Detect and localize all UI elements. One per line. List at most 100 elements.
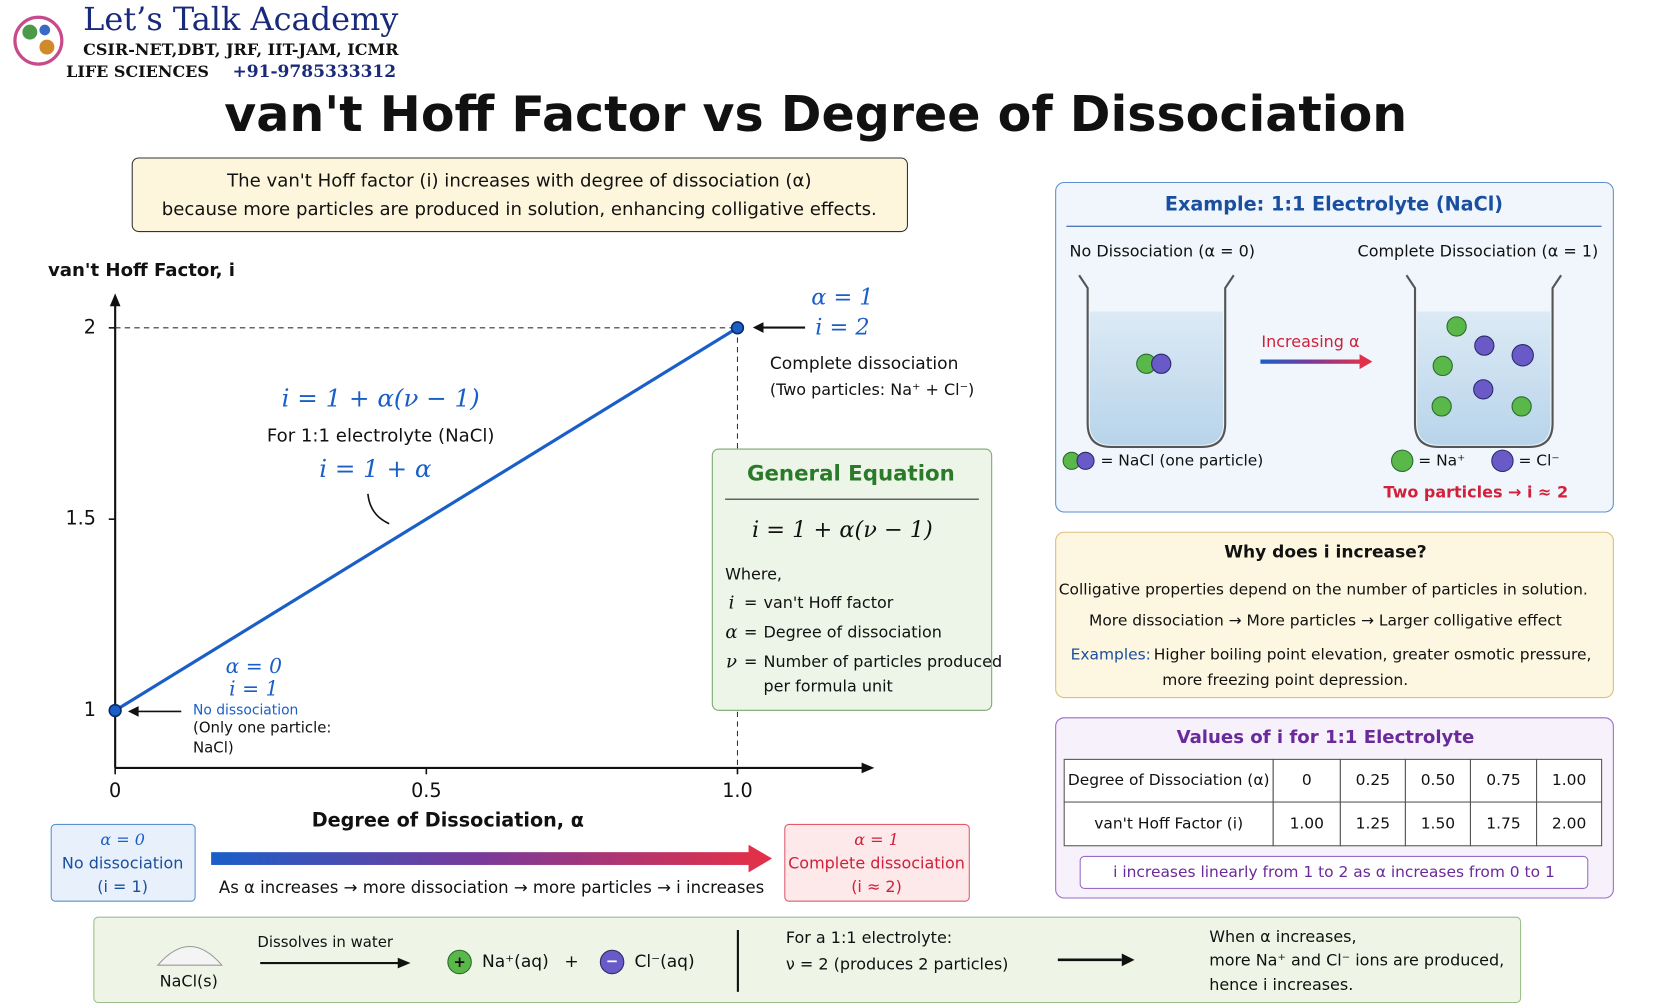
- legend-text: = Na⁺: [1418, 451, 1465, 469]
- table-text: 1.25: [1356, 814, 1390, 832]
- intro-text: The van't Hoff factor (i) increases with…: [226, 170, 811, 191]
- cl-ion: [599, 949, 625, 975]
- why-text: More dissociation → More particles → Lar…: [1089, 611, 1562, 629]
- definition-symbol: α: [725, 622, 737, 643]
- table-cell: [1536, 758, 1603, 803]
- data-line: [114, 326, 739, 712]
- beaker: [1078, 274, 1235, 449]
- intro-text: because more particles are produced in s…: [162, 199, 877, 220]
- table-text: Degree of Dissociation (α): [1068, 771, 1270, 789]
- arrowhead: [748, 844, 773, 873]
- where: Where,: [725, 564, 782, 583]
- why-box: [1055, 531, 1614, 699]
- values-table: Degree of Dissociation (α) 0 0.25 0.50 0.75 1…: [1063, 758, 1603, 847]
- why-text: more freezing point depression.: [1162, 671, 1408, 689]
- table-cell: [1063, 801, 1274, 847]
- data-point: [730, 321, 745, 335]
- definitions: i = van't Hoff factor α = Degree of dissociat…: [725, 593, 1002, 673]
- table-cell: [1469, 758, 1538, 803]
- table-cell: [1469, 801, 1538, 847]
- table-text: 0.25: [1356, 771, 1390, 789]
- definition-symbol: ν: [726, 651, 737, 672]
- table-note: i increases linearly from 1 to 2 as α in…: [1113, 863, 1555, 881]
- plot: 0 0.5 1.0 1 1.5 2: [65, 293, 875, 802]
- footer-text: Na⁺(aq): [482, 952, 549, 972]
- annotation: (Two particles: Na⁺ + Cl⁻): [770, 380, 974, 399]
- footer-text: Cl⁻(aq): [634, 952, 694, 972]
- example-text: Increasing α: [1261, 332, 1359, 351]
- table-title: Values of i for 1:1 Electrolyte: [1177, 727, 1475, 748]
- x-axis-label: Degree of Dissociation, α: [312, 809, 584, 832]
- footer-box: [93, 916, 1522, 1004]
- axis-arrow: [861, 762, 875, 774]
- x-tick-label: 0: [109, 779, 121, 802]
- definition-text: Number of particles produced: [763, 652, 1002, 671]
- scale-text: (i = 1): [97, 877, 148, 896]
- footer-text: ν = 2 (produces 2 particles): [786, 955, 1009, 974]
- table-text: van't Hoff Factor (i): [1094, 814, 1243, 832]
- legend-icon: [1076, 451, 1095, 470]
- table-cell: [1536, 801, 1603, 847]
- data-point: [108, 703, 122, 718]
- arrowhead: [1121, 953, 1135, 967]
- arrowhead: [397, 957, 411, 969]
- na-ion: [447, 949, 472, 975]
- beaker: [1405, 274, 1562, 449]
- annotation: i = 1: [229, 677, 278, 701]
- footer-text: more Na⁺ and Cl⁻ ions are produced,: [1209, 950, 1504, 969]
- scale-text: Complete dissociation: [788, 853, 965, 872]
- y-tick-label: 1.5: [65, 507, 96, 530]
- x-tick-label: 1.0: [722, 779, 753, 802]
- logo: [13, 15, 64, 66]
- x-tick-label: 0.5: [411, 779, 442, 802]
- definition-text: van't Hoff factor: [763, 593, 893, 612]
- definition-text: per formula unit: [763, 676, 892, 695]
- footer-text: NaCl(s): [160, 972, 218, 991]
- definition-text: Degree of dissociation: [763, 623, 941, 642]
- table-cell: [1272, 801, 1341, 847]
- table-text: 0: [1302, 771, 1312, 789]
- footer-text: hence i increases.: [1209, 975, 1353, 994]
- scale-text: No dissociation: [62, 853, 183, 872]
- intro-box: [131, 157, 908, 233]
- annotation: Complete dissociation: [770, 354, 959, 374]
- salt-pile: [156, 945, 223, 966]
- legend-text: = NaCl (one particle): [1100, 451, 1263, 469]
- example-text: Complete Dissociation (α = 1): [1358, 241, 1599, 260]
- annotation: NaCl): [193, 739, 234, 757]
- y-axis-label: van't Hoff Factor, i: [48, 260, 235, 281]
- equation-box: [711, 448, 993, 711]
- gradient-arrow: [211, 852, 752, 865]
- footer-text: When α increases,: [1209, 927, 1356, 946]
- definition-symbol: i: [729, 593, 735, 614]
- table-text: 1.75: [1486, 814, 1520, 832]
- arrowhead: [752, 322, 764, 333]
- table-note-box: [1079, 855, 1589, 889]
- definition-eq: =: [744, 623, 757, 642]
- example-text: No Dissociation (α = 0): [1070, 241, 1255, 260]
- title: van't Hoff Factor vs Degree of Dissociat…: [224, 85, 1407, 143]
- why-text: Higher boiling point elevation, greater …: [1154, 645, 1592, 663]
- footer-text: Dissolves in water: [257, 933, 394, 951]
- footer-text: +: [564, 952, 578, 972]
- table-text: 1.00: [1552, 771, 1586, 789]
- scale-text: (i ≈ 2): [851, 877, 902, 896]
- annotation: i = 2: [815, 315, 869, 341]
- ion-sign: +: [453, 953, 466, 971]
- table-cell: [1404, 801, 1471, 847]
- arrowhead: [127, 706, 139, 717]
- legend-icon: [1391, 449, 1414, 473]
- axis-arrow: [109, 293, 121, 307]
- scale-text: α = 0: [100, 830, 145, 849]
- table-text: 1.50: [1421, 814, 1455, 832]
- scale-right-box: [784, 823, 970, 902]
- legend-icon: [1491, 449, 1514, 473]
- scale-caption: As α increases → more dissociation → mor…: [219, 878, 764, 897]
- footer-text: For a 1:1 electrolyte:: [786, 928, 952, 947]
- why-text: Colligative properties depend on the num…: [1059, 580, 1588, 598]
- table-text: 0.50: [1421, 771, 1455, 789]
- scale-left-box: [50, 823, 196, 902]
- annotation: (Only one particle:: [193, 718, 331, 736]
- brand-line: LIFE SCIENCES: [66, 62, 209, 81]
